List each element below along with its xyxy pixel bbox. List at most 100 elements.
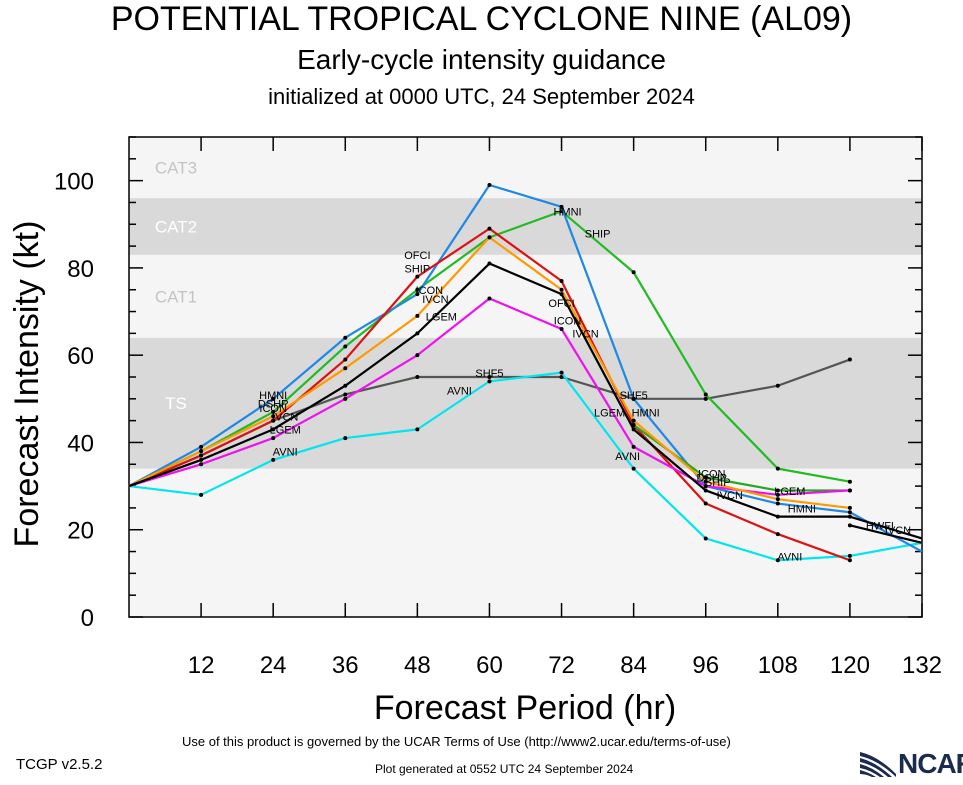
data-point-hmni [487,183,492,187]
band-label-cat2: CAT2 [155,217,197,236]
y-tick-label: 80 [67,256,94,283]
band-label-cat3: CAT3 [155,159,197,178]
series-label-lgem: LGEM [270,425,301,437]
data-point-avni [343,436,348,441]
x-tick-label: 108 [758,652,798,679]
data-point-ivcn [559,292,564,297]
data-point-hmni [631,396,636,401]
data-point-lgem [271,436,276,441]
series-label-hmni: HMNI [553,207,581,219]
ncar-logo-text: NCAR [898,748,963,779]
data-point-hmni [847,510,852,515]
series-label-ofci: OFCI [404,250,430,262]
data-point-lgem [775,492,780,497]
data-point-ofci [343,357,348,362]
series-label-avni: AVNI [273,447,298,459]
data-point-ofci [559,279,564,283]
series-label-hmni: HMNI [259,390,287,402]
series-label-shf5: SHF5 [620,390,648,402]
x-tick-label: 36 [332,652,359,679]
data-point-icon [487,235,492,240]
series-label-hmni: HMNI [632,407,660,419]
data-point-ship [847,479,852,484]
ncar-logo-icon [860,752,896,777]
data-point-ofci [271,418,276,423]
data-point-ivcn [847,514,852,519]
data-point-lgem [703,484,708,489]
data-point-ofci [199,453,204,458]
series-label-dshp: DSHP [258,399,289,411]
series-label-ivcn: IVCN [885,525,911,537]
series-label-icon: ICON [554,316,582,328]
data-point-avni [847,553,852,558]
generated-time-text: Plot generated at 0552 UTC 24 September … [375,762,634,776]
x-axis-label: Forecast Period (hr) [374,689,676,727]
data-point-avni [199,492,204,497]
data-point-shf5 [487,375,492,379]
data-point-ofci [775,532,780,537]
band-cat3 [129,137,922,199]
series-label-lgem: LGEM [426,311,457,323]
series-label-ivcn: IVCN [422,294,448,306]
data-point-ship [271,409,276,414]
data-point-ivcn [703,488,708,493]
data-point-ivcn [271,427,276,432]
x-tick-label: 60 [476,652,503,679]
tick-labels: 12 24 36 48 60 72 84 96 108 120 132 0 20 40 60 80 100 [54,169,942,679]
series-label-shf5: SHF5 [475,368,503,380]
series-line-hwfi [849,524,923,544]
series-label-avni: AVNI [615,451,640,463]
x-tick-label: 24 [260,652,287,679]
terms-of-use-text: Use of this product is governed by the U… [182,734,731,749]
y-axis-label: Forecast Intensity (kt) [8,221,46,548]
data-point-ofci [415,274,420,279]
series-label-icon: ICON [416,285,444,297]
data-point-lgem [559,327,564,331]
series-labels: SHF5 SHF5 SHIP SHIP SHIP AVNI AVNI AVNI AVNI HMNI… [258,207,911,564]
data-point-ship [703,392,708,397]
data-point-icon [343,366,348,371]
band-label-ts: TS [165,394,187,413]
x-tick-label: 12 [188,652,215,679]
series-label-icon: ICON [259,403,287,415]
data-point-icon [703,479,708,484]
band-ts [129,337,922,469]
data-point-dshp [703,475,708,480]
data-point-ivcn [415,331,420,336]
data-point-lgem [343,396,348,401]
x-tick-label: 84 [620,652,647,679]
series-label-icon: ICON [698,468,726,480]
data-point-ivcn [343,383,348,388]
data-point-avni [271,457,276,462]
data-point-ivcn [199,457,204,462]
band-label-cat1: CAT1 [155,287,197,306]
data-point-lgem [487,296,492,301]
series-line-hmni [128,183,923,553]
data-point-ofci [847,558,852,563]
init-time-line: initialized at 0000 UTC, 24 September 20… [268,84,695,109]
series-label-ship: SHIP [585,228,611,240]
data-point-avni [487,379,492,384]
data-point-icon [847,505,852,510]
x-tick-label: 72 [548,652,575,679]
data-point-shf5 [559,375,564,379]
series-label-lgem: LGEM [594,407,625,419]
y-tick-label: 20 [67,518,94,545]
model-series [128,183,923,563]
data-point-avni [703,536,708,541]
data-point-shf5 [775,383,780,388]
data-point-hwfi [847,523,852,528]
chart-axes [128,136,923,618]
data-point-ofci [487,226,492,231]
data-point-icon [415,313,420,318]
chart-subtitle: Early-cycle intensity guidance [297,44,666,75]
data-point-avni [631,466,636,471]
data-point-lgem [631,444,636,449]
series-label-ship: SHIP [405,263,431,275]
data-point-shf5 [703,396,708,401]
series-label-ivcn: IVCN [717,490,743,502]
data-point-lgem [847,488,852,493]
x-tick-label: 120 [830,652,870,679]
data-point-ofci [703,501,708,506]
